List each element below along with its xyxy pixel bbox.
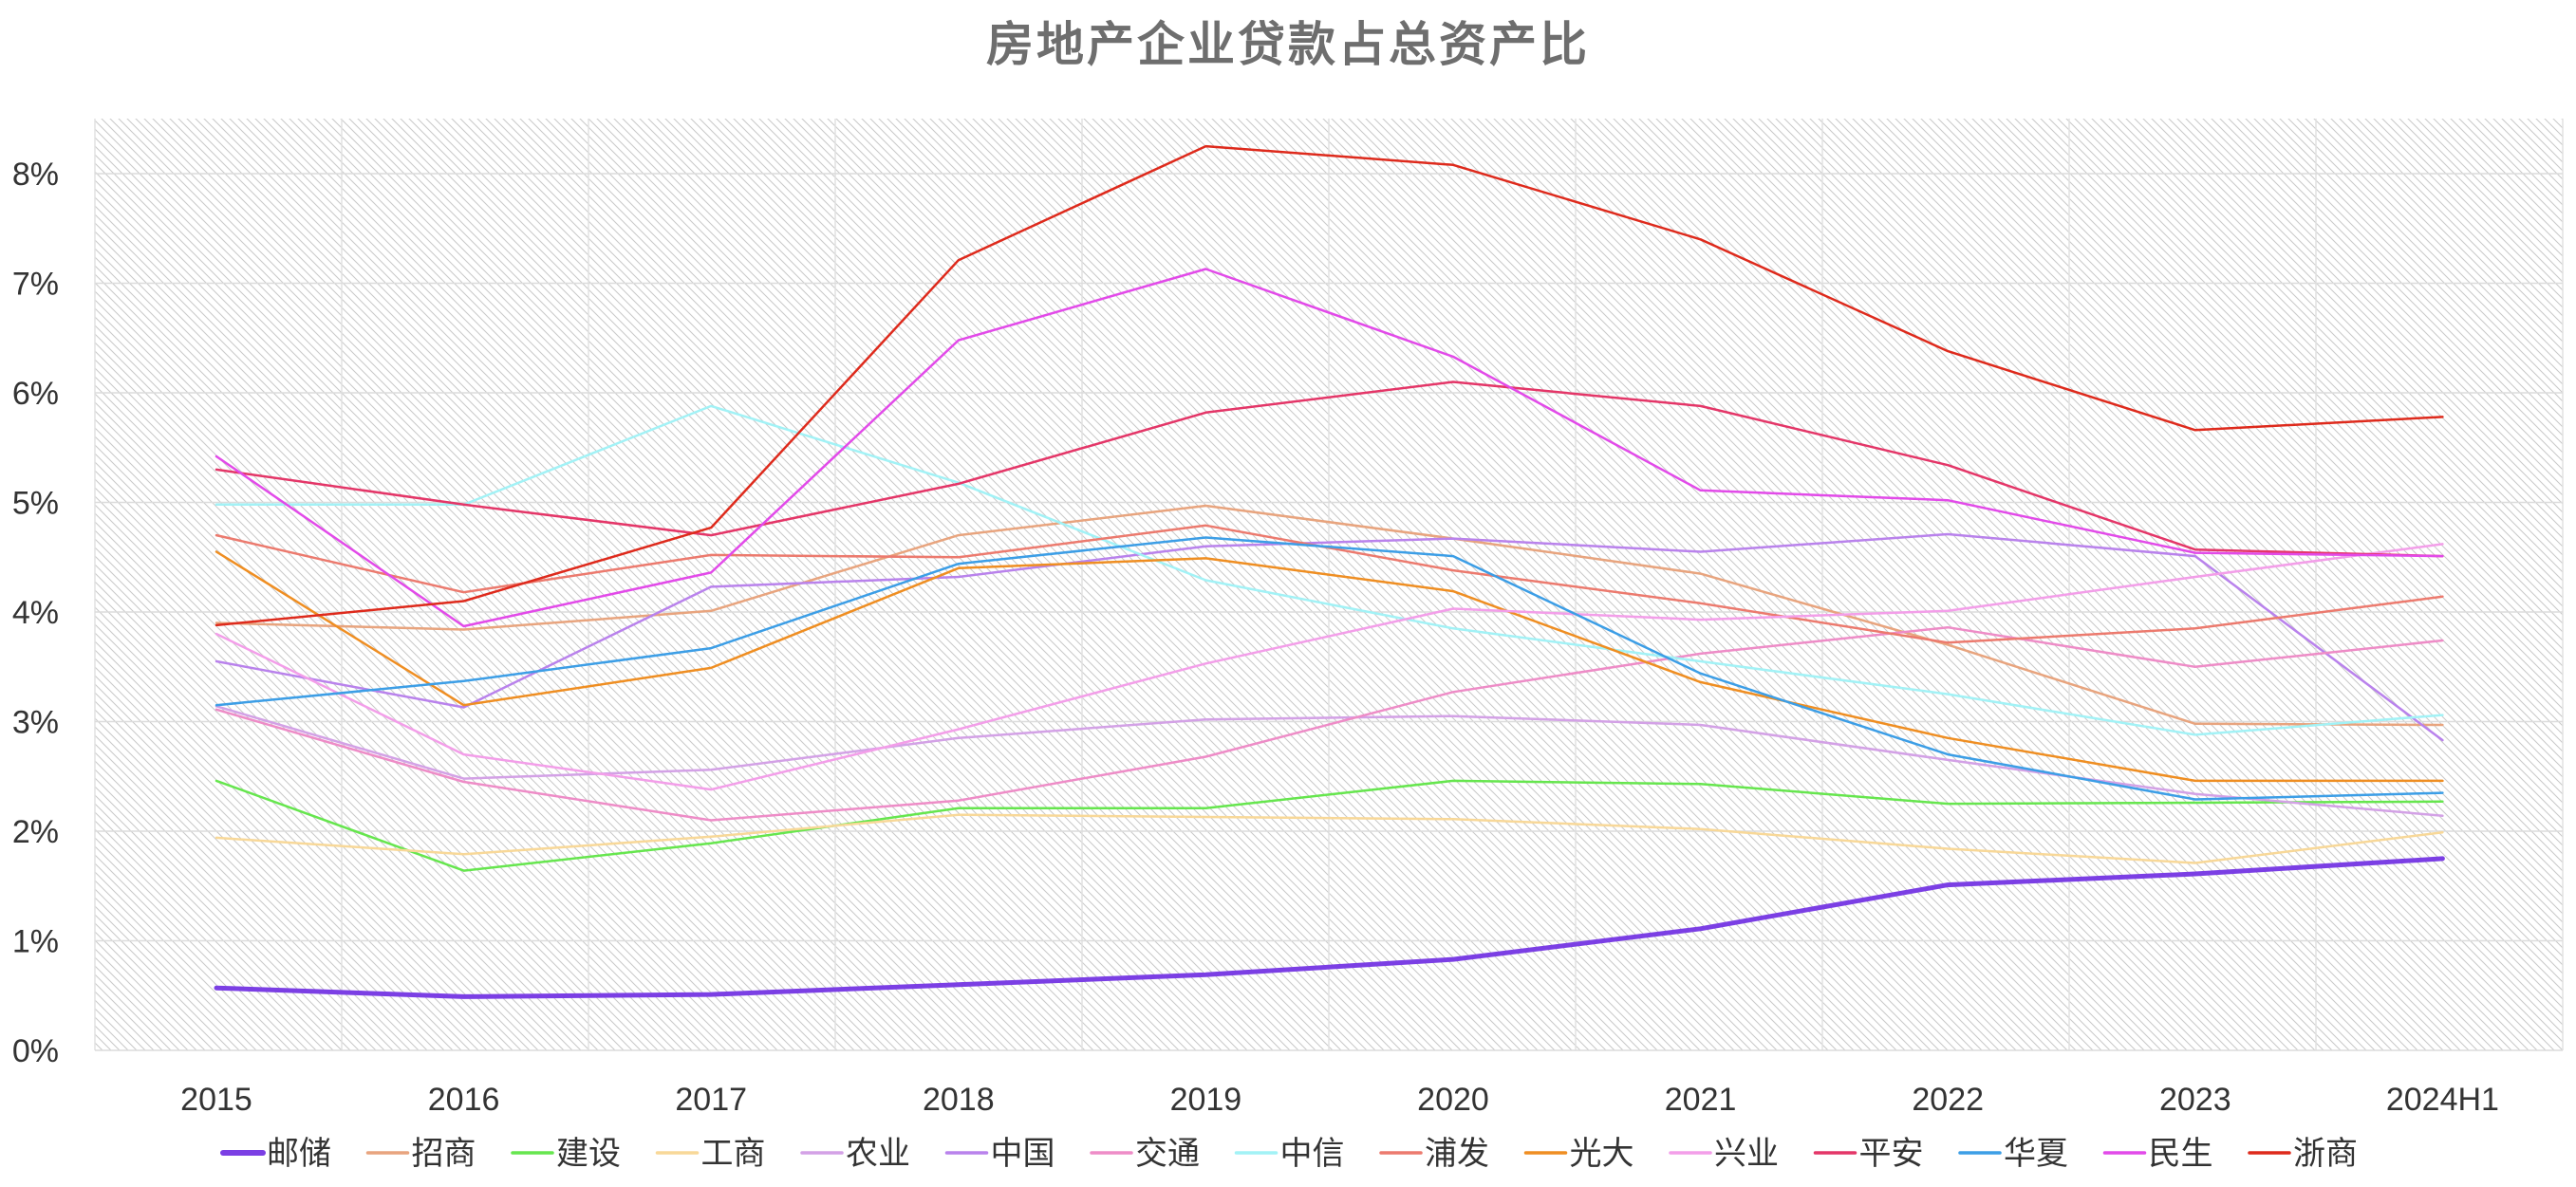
y-axis: 0% 1% 2% 3% 4% 5% 6% 7% 8% bbox=[12, 157, 59, 1069]
series-line-兴业 bbox=[215, 543, 2444, 791]
grid bbox=[94, 119, 2564, 1051]
legend-label: 兴业 bbox=[1714, 1135, 1779, 1173]
y-tick-label: 6% bbox=[12, 376, 59, 412]
y-tick-label: 1% bbox=[12, 924, 59, 960]
legend-label: 招商 bbox=[412, 1135, 476, 1173]
y-tick-label: 0% bbox=[12, 1033, 59, 1069]
legend-label: 建设 bbox=[556, 1135, 621, 1173]
series-line-中国 bbox=[215, 532, 2444, 742]
y-tick-label: 4% bbox=[12, 595, 59, 631]
series-line-建设 bbox=[215, 779, 2444, 872]
x-tick-label: 2023 bbox=[2159, 1082, 2231, 1118]
legend-label: 中信 bbox=[1280, 1135, 1345, 1173]
x-tick-label: 2019 bbox=[1170, 1082, 1242, 1118]
chart-title: 房地产企业贷款占总资产比 bbox=[986, 16, 1590, 72]
legend-label: 邮储 bbox=[267, 1135, 331, 1173]
series-line-光大 bbox=[215, 550, 2444, 783]
series-line-浙商 bbox=[215, 144, 2444, 627]
legend-label: 浙商 bbox=[2293, 1135, 2358, 1173]
x-tick-label: 2024H1 bbox=[2386, 1082, 2499, 1118]
x-tick-label: 2021 bbox=[1665, 1082, 1737, 1118]
series-line-招商 bbox=[215, 504, 2444, 727]
y-tick-label: 7% bbox=[12, 267, 59, 303]
x-tick-label: 2018 bbox=[923, 1082, 995, 1118]
legend-label: 工商 bbox=[701, 1135, 766, 1173]
x-tick-label: 2016 bbox=[428, 1082, 500, 1118]
legend-label: 民生 bbox=[2149, 1135, 2213, 1173]
y-tick-label: 5% bbox=[12, 486, 59, 522]
series-line-交通 bbox=[215, 625, 2444, 822]
series-line-邮储 bbox=[214, 856, 2445, 999]
y-tick-label: 2% bbox=[12, 814, 59, 850]
series-line-中信 bbox=[215, 404, 2444, 736]
legend-label: 平安 bbox=[1859, 1135, 1924, 1173]
legend-label: 农业 bbox=[846, 1135, 910, 1173]
legend-label: 中国 bbox=[991, 1135, 1055, 1173]
x-tick-label: 2020 bbox=[1417, 1082, 1489, 1118]
x-tick-label: 2015 bbox=[180, 1082, 252, 1118]
legend: 邮储 招商 建设 工商 农业 中国 交通 中信 浦发 光大 兴业 平安 华夏 民生 浙商 bbox=[220, 1135, 2358, 1173]
legend-label: 浦发 bbox=[1425, 1135, 1489, 1173]
x-tick-label: 2022 bbox=[1912, 1082, 1984, 1118]
legend-label: 华夏 bbox=[2004, 1135, 2068, 1173]
series-line-工商 bbox=[215, 813, 2444, 864]
x-axis: 2015 2016 2017 2018 2019 2020 2021 2022 2023 2024… bbox=[180, 1082, 2499, 1118]
legend-label: 交通 bbox=[1135, 1135, 1200, 1173]
legend-label: 光大 bbox=[1570, 1135, 1634, 1173]
y-tick-label: 3% bbox=[12, 705, 59, 741]
series-line-平安 bbox=[215, 380, 2444, 558]
series-lines bbox=[214, 144, 2445, 999]
series-line-民生 bbox=[215, 268, 2444, 628]
y-tick-label: 8% bbox=[12, 157, 59, 193]
x-tick-label: 2017 bbox=[675, 1082, 747, 1118]
series-line-华夏 bbox=[215, 536, 2444, 801]
